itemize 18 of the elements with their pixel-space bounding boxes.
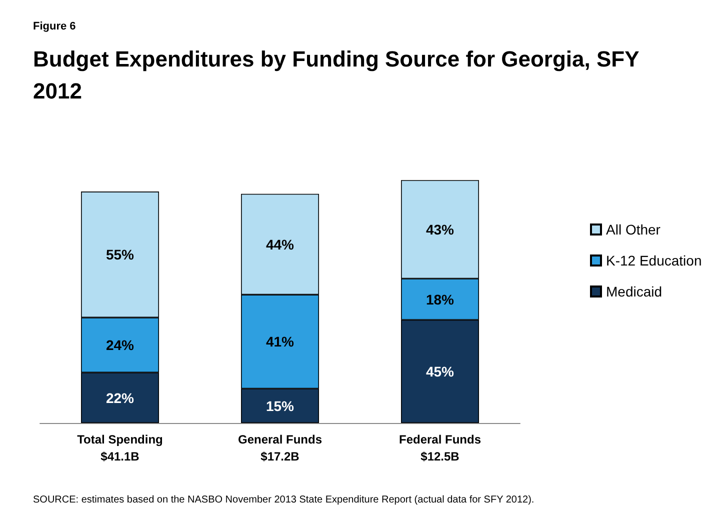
data-label: 43% [426,221,455,238]
data-label: 41% [266,334,295,350]
data-label: 55% [106,246,135,263]
data-label: 18% [426,291,455,308]
legend-label: K-12 Education [606,252,702,268]
data-label: 45% [426,363,455,380]
x-tick-label: Total Spending $41.1B [77,432,163,464]
data-label: 22% [106,390,135,406]
x-tick-label: Federal Funds $12.5B [398,432,482,464]
data-label: 15% [266,398,295,414]
chart-subtitle: Figure 6 [33,20,76,32]
chart-title: Budget Expenditures by Funding Source for Georgia, SFY 2012 [33,46,645,104]
data-label: 44% [266,236,295,252]
data-label: 24% [106,337,135,354]
legend-label: Medicaid [606,284,662,300]
source-note: SOURCE: estimates based on the NASBO November 2013 State Expenditure Report (actual data for SFY 2012). [33,494,534,506]
x-tick-label: General Funds $17.2B [238,432,322,464]
legend-label: All Other [606,222,661,238]
